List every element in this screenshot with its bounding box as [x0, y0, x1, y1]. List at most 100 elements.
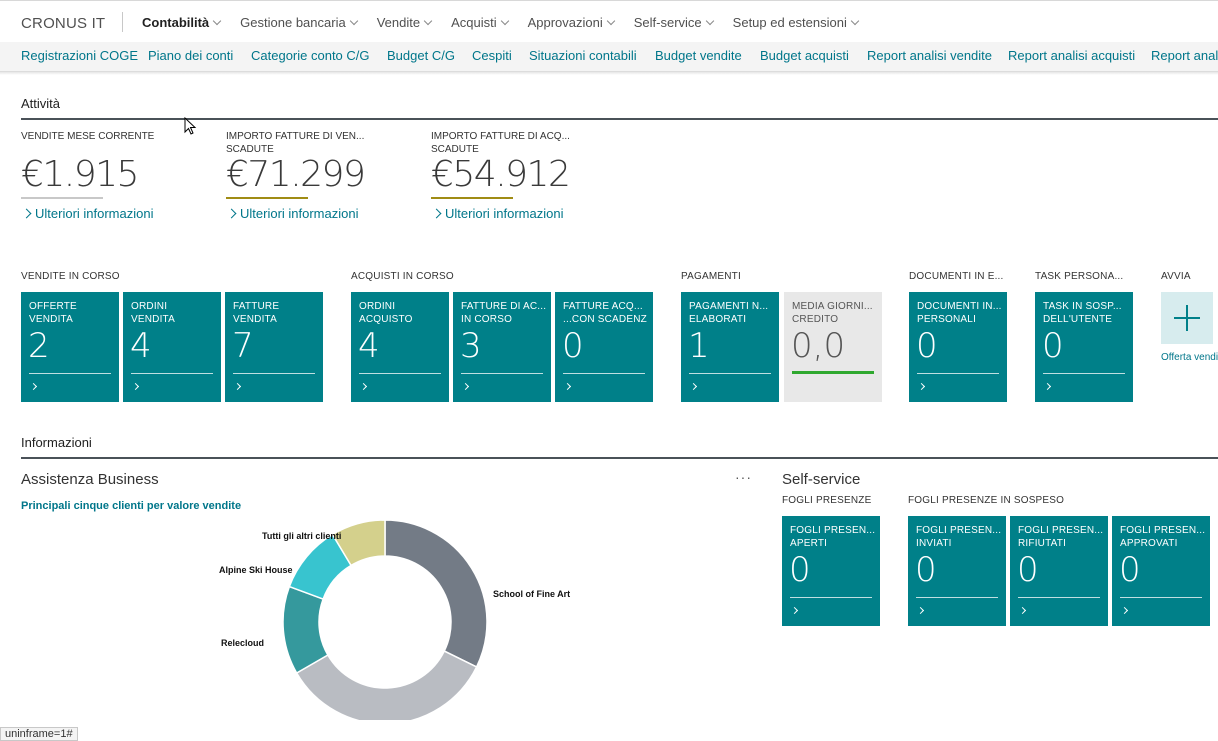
tile-value: 4 — [358, 326, 380, 366]
tile-caption: FOGLI PRESEN... INVIATI — [916, 525, 1002, 549]
tile-caption: FATTURE DI AC... IN CORSO — [461, 301, 547, 325]
more-link[interactable]: Ulteriori informazioni — [431, 206, 616, 221]
section-title-informazioni: Informazioni — [21, 435, 92, 450]
nav-vendite[interactable]: Vendite — [377, 15, 433, 30]
chevron-right-icon — [29, 382, 38, 391]
tile-divider — [131, 373, 213, 374]
tile-value: 0 — [1119, 550, 1141, 590]
kpi-bar — [226, 197, 308, 199]
group-title-task: TASK PERSONA... — [1035, 271, 1124, 282]
tile-divider — [790, 597, 872, 598]
more-link[interactable]: Ulteriori informazioni — [21, 206, 206, 221]
chevron-right-icon — [359, 382, 368, 391]
chevron-right-icon — [21, 208, 32, 219]
subnav-budget-vendite[interactable]: Budget vendite — [655, 48, 742, 63]
tile-fogli-rifiutati[interactable]: FOGLI PRESEN... RIFIUTATI 0 — [1010, 516, 1108, 626]
nav-gestione-bancaria[interactable]: Gestione bancaria — [240, 15, 358, 30]
chevron-right-icon — [131, 382, 140, 391]
kpi-vendite-mese[interactable]: VENDITE MESE CORRENTE €1.915 Ulteriori i… — [21, 130, 206, 221]
chevron-right-icon — [1043, 382, 1052, 391]
tile-pagamenti-non-elaborati[interactable]: PAGAMENTI N... ELABORATI 1 — [681, 292, 779, 402]
tile-divider — [233, 373, 315, 374]
nav-setup[interactable]: Setup ed estensioni — [733, 15, 860, 30]
top-bar: CRONUS IT Contabilità Gestione bancaria … — [0, 0, 1218, 42]
tile-status-bar — [792, 371, 874, 374]
tile-fogli-aperti[interactable]: FOGLI PRESEN... APERTI 0 — [782, 516, 880, 626]
kpi-value: €54.912 — [431, 154, 571, 195]
tile-fatture-acquisto-in-corso[interactable]: FATTURE DI AC... IN CORSO 3 — [453, 292, 551, 402]
tile-divider — [461, 373, 543, 374]
company-name[interactable]: CRONUS IT — [21, 15, 106, 32]
tile-value: 2 — [28, 326, 50, 366]
tile-divider — [1043, 373, 1125, 374]
plus-icon — [1186, 305, 1188, 331]
more-options-icon[interactable]: ··· — [735, 469, 752, 485]
tile-ordini-vendita[interactable]: ORDINI VENDITA 4 — [123, 292, 221, 402]
chart-label-alpine: Alpine Ski House — [219, 565, 293, 575]
nav-acquisti[interactable]: Acquisti — [451, 15, 509, 30]
subnav-report-analisi-vendite[interactable]: Report analisi vendite — [867, 48, 993, 63]
chart-subtitle[interactable]: Principali cinque clienti per valore ven… — [21, 500, 242, 512]
divider — [122, 12, 123, 32]
chevron-right-icon — [461, 382, 470, 391]
subnav-report-analisi[interactable]: Report analisi — [1151, 48, 1218, 63]
more-link[interactable]: Ulteriori informazioni — [226, 206, 411, 221]
tile-value: 7 — [232, 326, 254, 366]
kpi-value: €71.299 — [226, 154, 366, 195]
tile-value: 1 — [688, 326, 710, 366]
tile-caption: FATTURE VENDITA — [233, 301, 280, 325]
kpi-fatture-vendita-scadute[interactable]: IMPORTO FATTURE DI VEN... SCADUTE €71.299… — [226, 130, 411, 221]
tile-caption: FOGLI PRESEN... APERTI — [790, 525, 876, 549]
tile-divider — [689, 373, 771, 374]
tile-fatture-acquisto-scadenza[interactable]: FATTURE ACQ... ...CON SCADENZ 0 — [555, 292, 653, 402]
tile-divider — [563, 373, 645, 374]
chart-label-tutti-altri: Tutti gli altri clienti — [262, 531, 342, 541]
group-title-vendite: VENDITE IN CORSO — [21, 271, 120, 282]
subnav-registrazioni-coge[interactable]: Registrazioni COGE — [21, 48, 139, 63]
tile-fatture-vendita[interactable]: FATTURE VENDITA 7 — [225, 292, 323, 402]
tile-ordini-acquisto[interactable]: ORDINI ACQUISTO 4 — [351, 292, 449, 402]
subnav-budget-acquisti[interactable]: Budget acquisti — [760, 48, 849, 63]
tile-media-giorni-credito[interactable]: MEDIA GIORNI... CREDITO 0,0 — [784, 292, 882, 402]
tile-divider — [1018, 597, 1100, 598]
subnav-cespiti[interactable]: Cespiti — [472, 48, 512, 63]
subnav-budget-cg[interactable]: Budget C/G — [387, 48, 455, 63]
chevron-down-icon — [500, 16, 509, 25]
nav-contabilita[interactable]: Contabilità — [142, 15, 222, 30]
donut-slice-5[interactable] — [331, 520, 386, 567]
tile-divider — [359, 373, 441, 374]
tile-divider — [29, 373, 111, 374]
group-title-avvia: AVVIA — [1161, 271, 1191, 282]
section-rule — [21, 457, 1218, 459]
tile-value: 0 — [1017, 550, 1039, 590]
chevron-right-icon — [233, 382, 242, 391]
tile-caption: MEDIA GIORNI... CREDITO — [792, 301, 873, 325]
tile-documenti-personali[interactable]: DOCUMENTI IN... PERSONALI 0 — [909, 292, 1007, 402]
tile-divider — [1120, 597, 1202, 598]
new-sales-quote-label[interactable]: Offerta vendita — [1161, 352, 1218, 363]
chart-label-relecloud: Relecloud — [221, 638, 265, 648]
tile-caption: FOGLI PRESEN... RIFIUTATI — [1018, 525, 1104, 549]
new-sales-quote-button[interactable] — [1161, 292, 1213, 344]
donut-slice-2[interactable] — [295, 650, 478, 720]
kpi-value: €1.915 — [21, 154, 139, 195]
subnav-categorie-conto[interactable]: Categorie conto C/G — [251, 48, 370, 63]
kpi-bar — [21, 197, 103, 199]
tile-offerte-vendita[interactable]: OFFERTE VENDITA 2 — [21, 292, 119, 402]
donut-slice-1[interactable] — [384, 520, 488, 668]
part-title-assistenza-business: Assistenza Business — [21, 471, 159, 488]
nav-approvazioni[interactable]: Approvazioni — [528, 15, 615, 30]
chevron-down-icon — [212, 16, 222, 25]
chevron-down-icon — [606, 16, 615, 25]
subnav-piano-dei-conti[interactable]: Piano dei conti — [148, 48, 234, 63]
kpi-fatture-acquisto-scadute[interactable]: IMPORTO FATTURE DI ACQ... SCADUTE €54.912… — [431, 130, 616, 221]
tile-task-sospesi[interactable]: TASK IN SOSP... DELL'UTENTE 0 — [1035, 292, 1133, 402]
tile-caption: PAGAMENTI N... ELABORATI — [689, 301, 769, 325]
subnav-situazioni-contabili[interactable]: Situazioni contabili — [529, 48, 637, 63]
tile-fogli-approvati[interactable]: FOGLI PRESEN... APPROVATI 0 — [1112, 516, 1210, 626]
subnav-report-analisi-acquisti[interactable]: Report analisi acquisti — [1008, 48, 1136, 63]
nav-self-service[interactable]: Self-service — [634, 15, 714, 30]
tile-divider — [917, 373, 999, 374]
tile-caption: FATTURE ACQ... ...CON SCADENZ — [563, 301, 647, 325]
tile-fogli-inviati[interactable]: FOGLI PRESEN... INVIATI 0 — [908, 516, 1006, 626]
